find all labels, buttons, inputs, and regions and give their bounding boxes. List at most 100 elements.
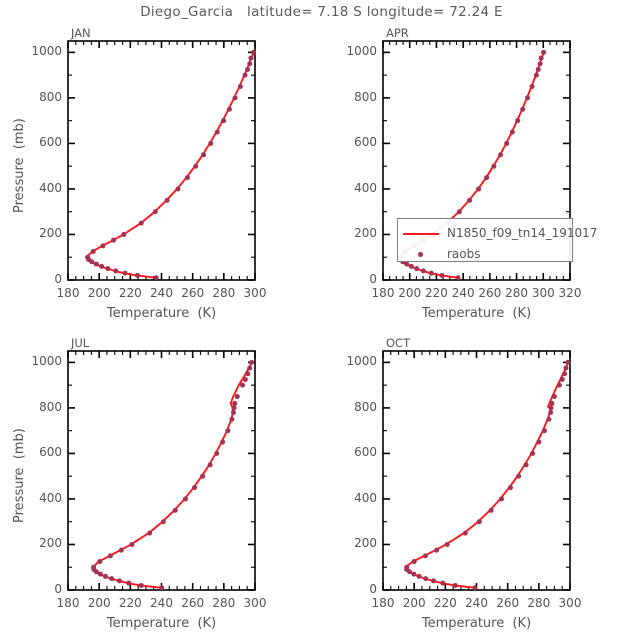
x-tick-label: 260	[181, 596, 205, 610]
series-marker-raobs	[200, 473, 206, 479]
y-tick-label: 800	[39, 89, 62, 104]
series-marker-raobs	[221, 118, 227, 124]
series-marker-raobs	[111, 237, 116, 243]
x-tick-label: 220	[118, 286, 142, 300]
y-tick-label: 400	[354, 180, 377, 195]
series-marker-raobs	[434, 547, 440, 553]
x-tick-label: 200	[87, 596, 111, 610]
series-marker-raobs	[247, 61, 253, 67]
series-marker-raobs	[549, 400, 555, 406]
y-tick-label: 200	[39, 536, 62, 551]
panel-label-apr: APR	[386, 26, 409, 40]
series-marker-raobs	[533, 72, 539, 78]
series-marker-raobs	[152, 209, 158, 215]
series-marker-raobs	[507, 485, 513, 491]
series-marker-raobs	[109, 576, 115, 582]
series-marker-raobs	[411, 559, 417, 565]
series-marker-raobs	[138, 220, 144, 226]
series-marker-raobs	[89, 259, 95, 265]
series-marker-raobs	[498, 496, 504, 502]
x-axis-title: Temperature (K)	[106, 616, 217, 631]
series-marker-raobs	[113, 268, 119, 274]
panel-label-jan: JAN	[71, 26, 91, 40]
series-marker-raobs	[214, 450, 220, 456]
series-marker-raobs	[541, 428, 547, 434]
series-marker-raobs	[498, 152, 504, 158]
y-tick-label: 200	[354, 226, 377, 241]
series-marker-raobs	[159, 585, 165, 591]
x-tick-label: 200	[87, 286, 111, 300]
series-marker-raobs	[230, 409, 236, 415]
series-marker-raobs	[232, 400, 238, 406]
legend-line-swatch	[403, 233, 439, 235]
x-tick-label: 260	[478, 286, 502, 300]
y-tick-label: 800	[39, 399, 62, 414]
series-marker-raobs	[231, 405, 237, 411]
series-marker-raobs	[183, 496, 188, 502]
series-marker-raobs	[175, 186, 181, 192]
series-marker-raobs	[250, 49, 256, 55]
series-marker-raobs	[237, 84, 243, 90]
series-marker-raobs	[147, 530, 153, 536]
series-marker-raobs	[537, 61, 543, 67]
x-tick-label: 280	[212, 596, 236, 610]
x-tick-label: 300	[243, 596, 267, 610]
series-marker-raobs	[504, 140, 510, 146]
series-line-model	[404, 361, 570, 589]
series-marker-raobs	[138, 582, 144, 588]
series-marker-raobs	[122, 270, 128, 276]
x-tick-label: 220	[118, 596, 142, 610]
series-marker-raobs	[559, 376, 565, 382]
plot-frame	[382, 350, 571, 591]
x-tick-label: 300	[531, 286, 555, 300]
series-marker-raobs	[121, 231, 127, 237]
x-axis-title: Temperature (K)	[106, 306, 217, 321]
series-marker-raobs	[408, 263, 414, 269]
y-tick-label: 1000	[346, 44, 377, 59]
y-tick-label: 0	[369, 272, 377, 286]
series-marker-raobs	[105, 266, 111, 272]
series-marker-raobs	[201, 152, 207, 158]
x-tick-label: 180	[56, 286, 80, 300]
series-marker-raobs	[192, 485, 198, 491]
y-tick-label: 400	[354, 490, 377, 505]
series-marker-raobs	[220, 439, 226, 445]
y-tick-label: 800	[354, 399, 377, 414]
series-marker-raobs	[488, 507, 494, 513]
figure-title: Diego_Garcia latitude= 7.18 S longitude=…	[140, 4, 503, 20]
series-marker-raobs	[93, 569, 99, 575]
y-tick-label: 200	[354, 536, 377, 551]
series-marker-raobs	[467, 197, 473, 203]
series-marker-raobs	[422, 553, 428, 559]
series-marker-raobs	[118, 547, 124, 553]
y-tick-label: 1000	[346, 354, 377, 369]
x-tick-label: 240	[150, 596, 173, 610]
x-axis-title: Temperature (K)	[421, 616, 532, 631]
series-marker-raobs	[90, 249, 96, 255]
series-marker-raobs	[538, 55, 544, 61]
y-tick-label: 600	[354, 445, 377, 460]
x-tick-label: 280	[527, 596, 551, 610]
series-marker-raobs	[476, 186, 482, 192]
series-marker-raobs	[245, 66, 251, 72]
series-marker-raobs	[509, 129, 515, 135]
series-marker-raobs	[234, 394, 240, 400]
series-marker-raobs	[515, 118, 521, 124]
series-marker-raobs	[562, 371, 568, 377]
series-marker-raobs	[242, 72, 248, 78]
series-marker-raobs	[193, 163, 199, 169]
series-marker-raobs	[536, 439, 542, 445]
series-marker-raobs	[242, 376, 248, 382]
series-marker-raobs	[529, 84, 535, 90]
series-marker-raobs	[245, 371, 251, 377]
series-marker-raobs	[214, 129, 220, 135]
series-marker-raobs	[160, 519, 166, 525]
x-tick-label: 200	[398, 286, 422, 300]
series-marker-raobs	[541, 49, 547, 55]
series-marker-raobs	[428, 270, 434, 276]
series-marker-raobs	[240, 382, 246, 388]
series-marker-raobs	[462, 530, 468, 536]
x-tick-label: 280	[505, 286, 529, 300]
series-marker-raobs	[100, 243, 106, 249]
